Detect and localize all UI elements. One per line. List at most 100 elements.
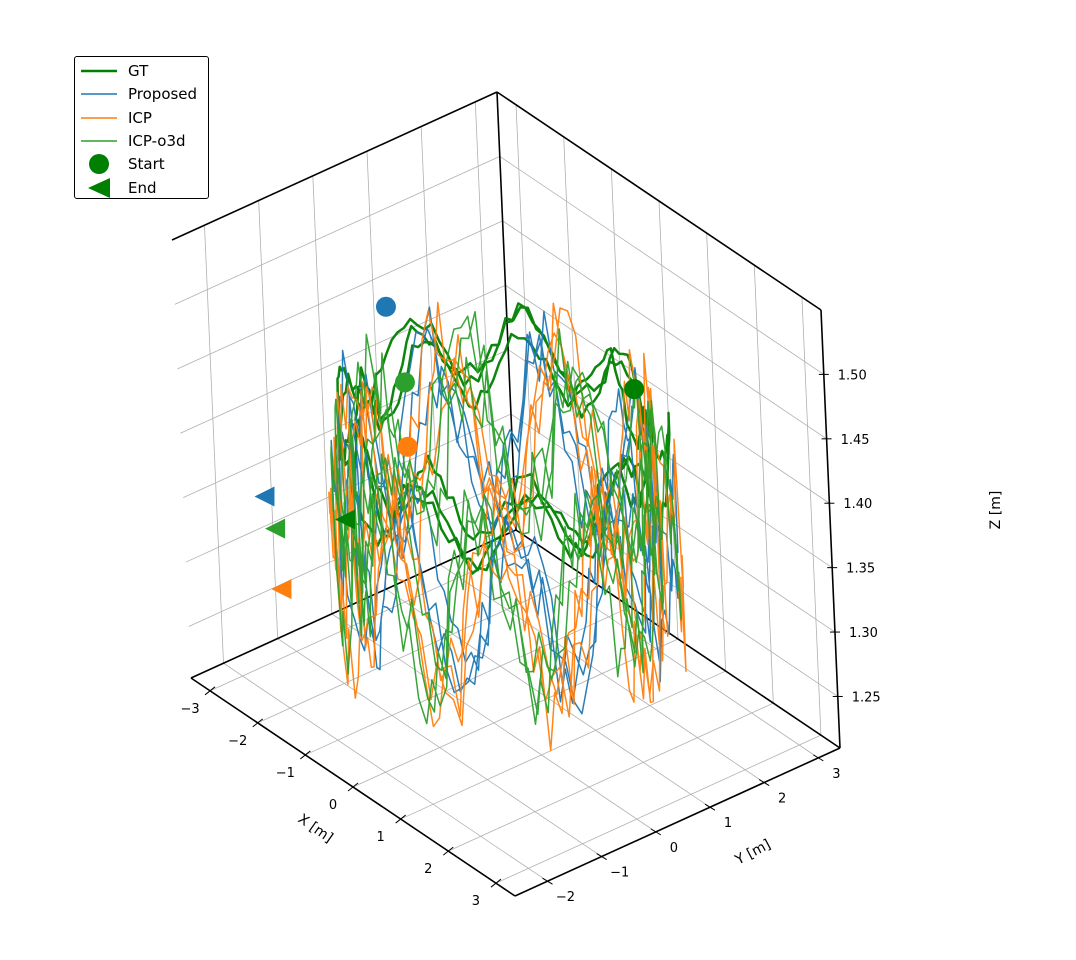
x-tick-label: 3 xyxy=(472,894,480,909)
z-tick-label: 1.45 xyxy=(841,433,870,448)
z-axis-line xyxy=(820,309,841,749)
top-edge xyxy=(171,91,498,241)
grid-line-x xyxy=(400,670,726,820)
y-axis-line xyxy=(514,747,841,897)
legend-start-circle-icon xyxy=(89,154,109,174)
x-tick-label: −3 xyxy=(180,702,199,717)
x-tick-label: 1 xyxy=(377,830,385,845)
legend-label-proposed: Proposed xyxy=(128,85,198,103)
x-tick-mark xyxy=(300,750,311,760)
y-tick-label: 3 xyxy=(832,767,840,782)
z-tick-label: 1.50 xyxy=(838,368,867,383)
x-tick-label: 0 xyxy=(329,798,337,813)
grid-line-y xyxy=(331,613,657,833)
grid-line-z xyxy=(505,284,830,504)
grid-line-y xyxy=(420,126,441,565)
legend-line-gt-icon xyxy=(81,69,117,73)
y-tick-mark xyxy=(704,803,716,811)
top-edge xyxy=(496,91,822,311)
y-tick-label: −1 xyxy=(610,866,629,881)
series-layer xyxy=(328,301,687,752)
z-axis-label: Z [m] xyxy=(988,491,1004,530)
grid-line-x xyxy=(495,734,822,884)
grid-line-y xyxy=(277,638,602,857)
start-marker-icp-o3d xyxy=(394,372,415,393)
trajectory-icp xyxy=(328,301,687,752)
grid-line-x xyxy=(753,265,774,704)
tick-layer: −3 −2 −1 0 1 2 3 −2 −1 0 1 2 3 1.25 1.30 1.35 1.40 1.45 1.… xyxy=(180,368,880,909)
grid-line-y xyxy=(204,225,224,664)
legend-line-proposed-icon xyxy=(81,93,117,95)
legend-line-icp-o3d-icon xyxy=(81,140,117,142)
legend-item-gt: GT xyxy=(75,61,208,81)
legend-line-icp-icon xyxy=(81,117,117,119)
grid-line-x xyxy=(706,233,727,672)
x-tick-label: −2 xyxy=(228,734,247,749)
grid-line-z xyxy=(502,220,827,440)
legend-item-icp: ICP xyxy=(75,108,208,128)
floor-edge xyxy=(515,529,841,749)
x-tick-label: −1 xyxy=(276,766,295,781)
z-tick-label: 1.40 xyxy=(843,497,872,512)
legend: GT Proposed ICP ICP-o3d Start End xyxy=(74,56,209,199)
end-marker-icp-o3d xyxy=(265,518,286,539)
y-tick-mark xyxy=(596,853,607,860)
marker-layer xyxy=(254,296,645,600)
legend-label-start: Start xyxy=(128,155,165,173)
x-tick-mark xyxy=(490,878,502,888)
grid-line-x xyxy=(563,136,584,575)
x-tick-mark xyxy=(347,782,359,792)
y-tick-label: 1 xyxy=(724,816,732,831)
y-axis-label: Y [m] xyxy=(732,837,774,869)
grid-line-y xyxy=(439,564,765,783)
y-tick-label: 2 xyxy=(778,792,786,807)
grid-line-x xyxy=(352,638,679,788)
y-tick-label: −2 xyxy=(556,890,575,905)
grid-line-z xyxy=(513,478,838,697)
grid-line-z xyxy=(499,156,825,375)
legend-label-gt: GT xyxy=(128,62,149,80)
x-axis-label: X [m] xyxy=(295,811,336,846)
z-tick-label: 1.25 xyxy=(852,690,881,705)
axis-spines xyxy=(171,91,841,897)
grid-line-z xyxy=(507,349,833,568)
x-tick-mark xyxy=(204,686,216,696)
x-tick-mark xyxy=(252,718,264,728)
x-tick-mark xyxy=(442,846,454,856)
grid-line-z xyxy=(174,156,500,305)
legend-item-proposed: Proposed xyxy=(75,84,208,104)
legend-label-end: End xyxy=(128,179,157,197)
grid-line-x xyxy=(801,297,822,736)
grid-line-x xyxy=(305,606,631,756)
legend-end-triangle-icon xyxy=(88,178,110,198)
back-edge xyxy=(496,91,517,531)
grid-line-x xyxy=(448,702,774,852)
legend-item-icp-o3d: ICP-o3d xyxy=(75,131,208,151)
legend-label-icp: ICP xyxy=(128,109,152,127)
legend-item-end: End xyxy=(75,178,208,198)
start-marker-proposed xyxy=(375,296,396,317)
z-tick-label: 1.30 xyxy=(849,626,878,641)
grid-line-y xyxy=(312,175,333,614)
end-marker-proposed xyxy=(254,486,275,507)
grid-line-y xyxy=(258,200,279,639)
x-tick-label: 2 xyxy=(424,862,432,877)
y-tick-mark xyxy=(542,877,553,885)
x-tick-mark xyxy=(395,814,406,824)
grid-line-y xyxy=(223,662,548,882)
start-marker-icp xyxy=(397,436,418,457)
grid-line-z xyxy=(177,220,503,370)
legend-item-start: Start xyxy=(75,154,208,174)
trajectory-icp-o3d xyxy=(330,310,682,726)
start-marker-gt xyxy=(624,379,645,400)
grid-line-y xyxy=(474,101,495,540)
y-tick-mark xyxy=(758,779,770,786)
end-marker-icp xyxy=(271,579,292,600)
end-marker-gt xyxy=(334,509,355,530)
grid-line-y xyxy=(494,539,819,759)
legend-label-icp-o3d: ICP-o3d xyxy=(128,132,186,150)
y-tick-label: 0 xyxy=(670,841,678,856)
y-tick-mark xyxy=(813,754,824,762)
y-tick-mark xyxy=(650,828,662,836)
